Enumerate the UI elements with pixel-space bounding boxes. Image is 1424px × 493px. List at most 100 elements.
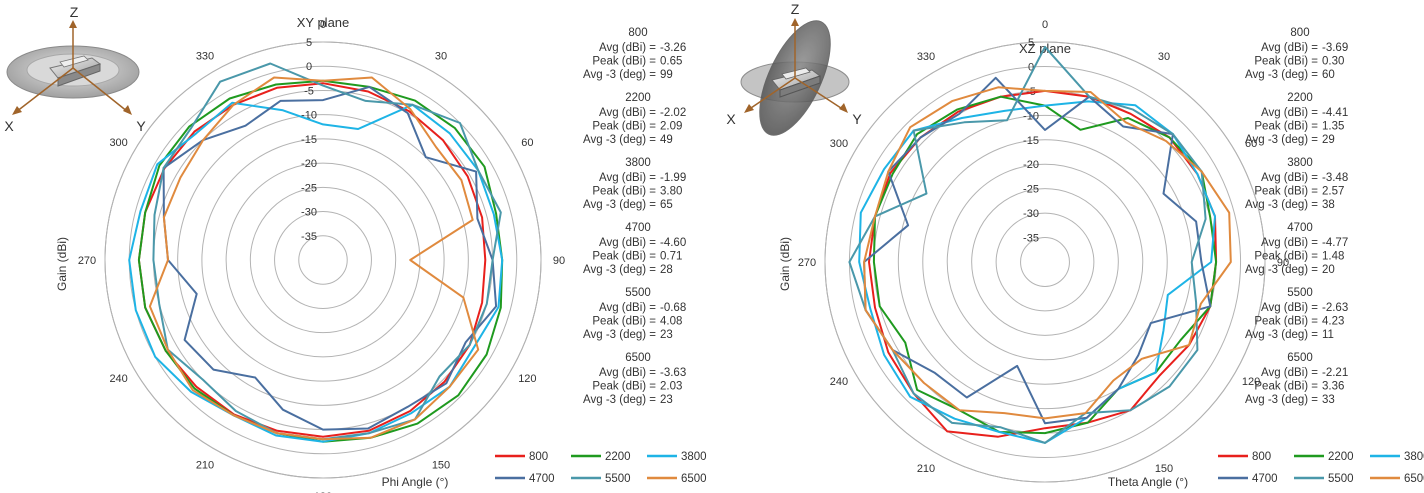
angle-tick-label: 0 [1042, 19, 1048, 31]
angle-tick-label: 30 [1158, 51, 1170, 63]
stats-peak-label: Peak (dBi) = [592, 186, 656, 198]
stats-avg3-value: 49 [660, 134, 673, 146]
stats-avg-value: -4.77 [1322, 237, 1348, 249]
xy-legend: 800 2200 3800 4700 5500 6500 [495, 451, 707, 485]
stats-frequency-label: 6500 [625, 352, 651, 364]
angle-tick-label: 60 [1245, 138, 1257, 150]
radial-tick-label: -5 [304, 85, 314, 97]
legend-label-2200: 2200 [1328, 451, 1354, 463]
radial-tick-label: -35 [301, 231, 317, 243]
stats-peak-label: Peak (dBi) = [592, 316, 656, 328]
stats-avg-value: -1.99 [660, 172, 686, 184]
stats-frequency-label: 3800 [1287, 157, 1313, 169]
stats-peak-label: Peak (dBi) = [592, 381, 656, 393]
stats-avg3-label: Avg -3 (deg) = [583, 69, 656, 81]
polar-outer-ring [824, 41, 1266, 483]
radial-tick-label: 5 [306, 37, 312, 49]
stats-peak-value: 0.30 [1322, 56, 1344, 68]
angle-tick-label: 60 [521, 137, 533, 149]
xy-chart-title: XY plane [297, 15, 350, 30]
stats-peak-value: 4.23 [1322, 316, 1344, 328]
stats-peak-value: 0.65 [660, 56, 682, 68]
stats-avg-value: -3.63 [660, 367, 686, 379]
legend-label-800: 800 [1252, 451, 1271, 463]
angle-tick-label: 270 [78, 255, 96, 267]
stats-avg-value: -0.68 [660, 302, 686, 314]
polar-grid-circle [152, 89, 494, 431]
stats-peak-label: Peak (dBi) = [592, 121, 656, 133]
angle-tick-label: 210 [196, 459, 214, 471]
stats-frequency-label: 4700 [625, 222, 651, 234]
polar-grid-circle [104, 41, 542, 479]
xz-axis-orientation-icon: Z X Y [726, 1, 862, 136]
angle-tick-label: 150 [1155, 463, 1173, 475]
polar-grid-circle [848, 65, 1242, 459]
legend-label-2200: 2200 [605, 451, 631, 463]
stats-avg-value: -3.48 [1322, 172, 1348, 184]
angle-tick-label: 120 [1242, 376, 1260, 388]
z-axis-label: Z [70, 4, 79, 20]
stats-avg-label: Avg (dBi) = [1261, 42, 1318, 54]
angle-tick-label: 210 [917, 463, 935, 475]
stats-peak-label: Peak (dBi) = [1254, 381, 1318, 393]
radial-tick-label: -25 [1023, 184, 1039, 196]
polar-grid-circle [824, 41, 1266, 483]
z-axis-label: Z [791, 1, 800, 17]
xy-axis-orientation-icon: Z X Y [4, 4, 146, 134]
stats-avg3-label: Avg -3 (deg) = [583, 329, 656, 341]
stats-avg3-value: 33 [1322, 394, 1335, 406]
angle-tick-label: 270 [798, 257, 816, 269]
stats-avg3-value: 60 [1322, 69, 1335, 81]
xy-polar-plot: -35-30-25-20-15-10-505030609012015018021… [78, 19, 565, 493]
stats-avg-label: Avg (dBi) = [1261, 367, 1318, 379]
x-axis-label: X [4, 118, 14, 134]
stats-avg-label: Avg (dBi) = [599, 172, 656, 184]
stats-peak-label: Peak (dBi) = [592, 56, 656, 68]
stats-avg-label: Avg (dBi) = [599, 42, 656, 54]
stats-avg-label: Avg (dBi) = [1261, 302, 1318, 314]
stats-frequency-label: 4700 [1287, 222, 1313, 234]
stats-avg-value: -2.21 [1322, 367, 1348, 379]
xy-y-axis-label: Gain (dBi) [55, 237, 69, 291]
xy-panel: Z X Y XY plane Gain (dBi) -35 -30 -25 -20 -1… [4, 4, 706, 493]
stats-peak-label: Peak (dBi) = [592, 251, 656, 263]
stats-peak-value: 2.09 [660, 121, 682, 133]
stats-peak-value: 2.57 [1322, 186, 1344, 198]
stats-avg-label: Avg (dBi) = [1261, 237, 1318, 249]
stats-peak-value: 1.48 [1322, 251, 1344, 263]
radial-tick-label: -20 [1023, 159, 1039, 171]
stats-avg3-label: Avg -3 (deg) = [1245, 199, 1318, 211]
stats-frequency-label: 2200 [625, 92, 651, 104]
stats-avg3-label: Avg -3 (deg) = [1245, 69, 1318, 81]
legend-label-4700: 4700 [529, 473, 555, 485]
stats-avg3-label: Avg -3 (deg) = [583, 264, 656, 276]
stats-avg3-value: 11 [1322, 329, 1334, 341]
angle-tick-label: 240 [109, 373, 127, 385]
stats-peak-value: 4.08 [660, 316, 682, 328]
stats-peak-value: 1.35 [1322, 121, 1344, 133]
legend-label-6500: 6500 [681, 473, 707, 485]
xz-stats-block: 800 Avg (dBi) = -3.69 Peak (dBi) = 0.30 Avg -… [1245, 27, 1348, 406]
stats-avg3-value: 23 [660, 329, 673, 341]
angle-tick-label: 90 [1277, 257, 1289, 269]
polar-grid-circle [298, 235, 348, 285]
radial-tick-label: -35 [1023, 233, 1039, 245]
stats-peak-value: 3.80 [660, 186, 682, 198]
stats-avg3-label: Avg -3 (deg) = [583, 394, 656, 406]
series-line-6500 [863, 86, 1232, 420]
radial-tick-label: -30 [301, 207, 317, 219]
angle-tick-label: 90 [553, 255, 565, 267]
polar-grid-circle [946, 163, 1144, 361]
angle-tick-label: 300 [109, 137, 127, 149]
polar-grid-circle [1020, 237, 1070, 287]
stats-avg-label: Avg (dBi) = [599, 107, 656, 119]
radial-tick-label: 5 [1028, 37, 1034, 49]
polar-grid-circle [873, 90, 1217, 434]
stats-peak-label: Peak (dBi) = [1254, 316, 1318, 328]
polar-grid-circle [922, 139, 1168, 385]
stats-avg3-value: 38 [1322, 199, 1335, 211]
angle-tick-label: 0 [320, 19, 326, 31]
y-axis-label: Y [136, 118, 146, 134]
x-axis-label: X [726, 111, 736, 127]
